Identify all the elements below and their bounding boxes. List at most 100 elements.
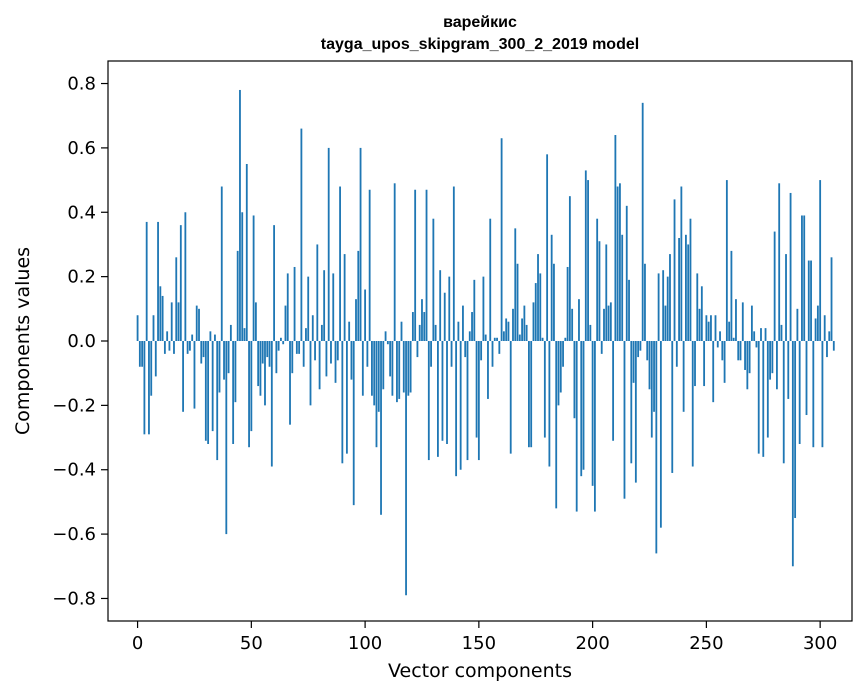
x-tick-label: 250 xyxy=(689,633,723,654)
bar xyxy=(678,238,680,341)
bar xyxy=(657,273,660,341)
y-tick-label: −0.6 xyxy=(52,524,96,545)
bar xyxy=(166,331,169,341)
bar xyxy=(462,305,464,341)
bar xyxy=(541,337,544,341)
bar xyxy=(659,341,662,528)
bar xyxy=(632,341,635,383)
bar xyxy=(209,331,212,341)
bar xyxy=(386,341,389,345)
bar xyxy=(791,341,794,567)
bar xyxy=(489,218,492,341)
bar xyxy=(220,186,223,341)
y-tick-label: −0.2 xyxy=(52,395,96,416)
bar xyxy=(685,234,687,341)
bar xyxy=(345,341,348,454)
bar xyxy=(550,234,553,341)
bar xyxy=(427,341,430,461)
bar xyxy=(628,279,630,341)
bar xyxy=(766,341,769,438)
bar xyxy=(580,341,583,477)
bar xyxy=(555,341,558,509)
bar xyxy=(621,234,624,341)
bar xyxy=(418,324,421,341)
bar xyxy=(468,331,471,341)
x-tick-label: 300 xyxy=(803,633,837,654)
bar xyxy=(371,341,373,396)
bar xyxy=(762,341,765,457)
bar xyxy=(402,341,405,393)
bar xyxy=(810,260,812,341)
bar xyxy=(446,341,448,444)
bar xyxy=(625,205,628,341)
bar xyxy=(416,341,419,358)
bar xyxy=(284,305,287,341)
bar xyxy=(359,147,362,341)
bar xyxy=(361,341,364,396)
bar xyxy=(452,186,455,341)
bar xyxy=(471,312,473,341)
bar xyxy=(421,299,423,341)
bar xyxy=(507,321,510,341)
bar xyxy=(548,341,551,467)
bar xyxy=(250,341,253,432)
bar xyxy=(189,341,191,351)
bar xyxy=(364,289,367,341)
bar xyxy=(211,341,214,432)
bar xyxy=(634,341,637,483)
bar xyxy=(689,218,692,341)
bar xyxy=(571,308,574,341)
bar xyxy=(257,341,260,387)
bar xyxy=(375,341,378,448)
bar xyxy=(282,341,285,345)
bar xyxy=(441,341,444,441)
bar xyxy=(334,341,337,383)
bar xyxy=(603,308,605,341)
bar xyxy=(223,341,225,380)
bar xyxy=(589,324,592,341)
bar xyxy=(798,341,801,444)
bar xyxy=(389,341,392,377)
bar xyxy=(330,341,332,364)
bar xyxy=(568,196,571,341)
bar xyxy=(523,305,526,341)
bar xyxy=(475,341,478,438)
bar xyxy=(214,334,216,341)
bar xyxy=(182,341,184,412)
bar xyxy=(814,318,817,341)
bar xyxy=(819,180,822,341)
bar xyxy=(393,183,396,341)
bar xyxy=(737,341,740,361)
bar xyxy=(305,328,307,341)
bar xyxy=(687,244,690,341)
bar xyxy=(384,331,387,341)
bar xyxy=(516,263,519,341)
bar xyxy=(669,254,671,341)
bar xyxy=(491,341,494,367)
bar xyxy=(748,341,751,374)
bar xyxy=(154,341,157,377)
bar xyxy=(216,341,219,461)
bar xyxy=(675,341,678,367)
bar xyxy=(268,341,271,367)
bar xyxy=(323,270,326,341)
bar xyxy=(277,341,280,351)
bar xyxy=(546,154,549,341)
bar xyxy=(437,341,439,457)
bar xyxy=(275,341,278,374)
bar xyxy=(473,279,476,341)
bar xyxy=(562,341,564,367)
bar xyxy=(243,328,246,341)
bar xyxy=(512,308,514,341)
bar xyxy=(719,331,721,341)
bar xyxy=(755,341,758,348)
bar xyxy=(816,305,819,341)
bar xyxy=(496,337,498,341)
bar xyxy=(778,183,781,341)
bar xyxy=(502,331,505,341)
bar xyxy=(439,270,442,341)
bar xyxy=(280,337,282,341)
bar xyxy=(598,241,601,341)
bar xyxy=(218,341,221,393)
bar xyxy=(587,180,589,341)
